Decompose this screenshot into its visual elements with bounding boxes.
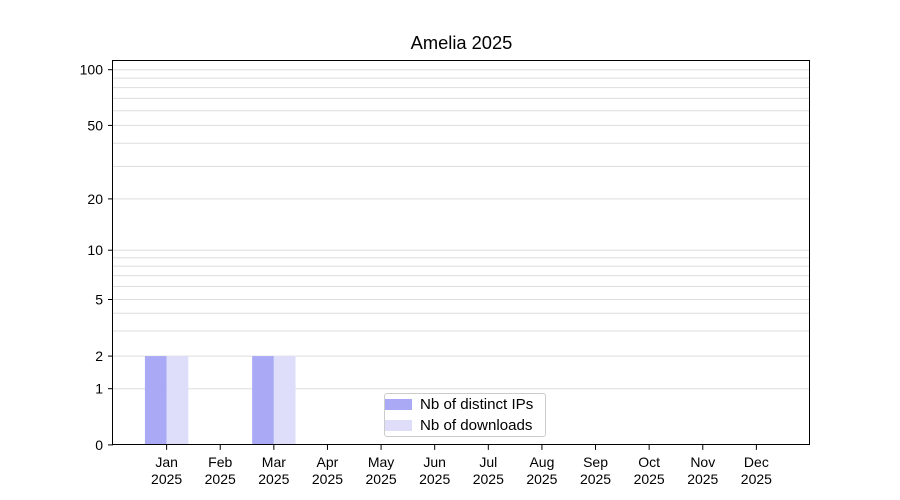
svg-text:Oct: Oct <box>638 454 660 470</box>
svg-text:2025: 2025 <box>741 471 772 487</box>
svg-text:0: 0 <box>95 437 103 453</box>
svg-text:2025: 2025 <box>580 471 611 487</box>
svg-text:2025: 2025 <box>366 471 397 487</box>
svg-text:Feb: Feb <box>208 454 232 470</box>
svg-text:2025: 2025 <box>473 471 504 487</box>
svg-text:2025: 2025 <box>526 471 557 487</box>
svg-text:50: 50 <box>87 117 103 133</box>
svg-text:Mar: Mar <box>262 454 286 470</box>
svg-text:1: 1 <box>95 381 103 397</box>
svg-text:Sep: Sep <box>583 454 608 470</box>
svg-text:20: 20 <box>87 191 103 207</box>
svg-text:2: 2 <box>95 348 103 364</box>
svg-text:Aug: Aug <box>529 454 554 470</box>
svg-text:5: 5 <box>95 292 103 308</box>
svg-text:Jan: Jan <box>155 454 178 470</box>
svg-text:2025: 2025 <box>687 471 718 487</box>
svg-text:Nov: Nov <box>690 454 715 470</box>
svg-text:2025: 2025 <box>205 471 236 487</box>
svg-text:2025: 2025 <box>312 471 343 487</box>
svg-text:2025: 2025 <box>151 471 182 487</box>
svg-text:Jul: Jul <box>479 454 497 470</box>
svg-text:10: 10 <box>87 242 103 258</box>
svg-text:2025: 2025 <box>634 471 665 487</box>
svg-text:Jun: Jun <box>423 454 446 470</box>
svg-text:2025: 2025 <box>258 471 289 487</box>
svg-text:Dec: Dec <box>744 454 769 470</box>
svg-text:May: May <box>368 454 394 470</box>
svg-text:2025: 2025 <box>419 471 450 487</box>
svg-text:Apr: Apr <box>317 454 339 470</box>
svg-text:100: 100 <box>80 62 104 78</box>
